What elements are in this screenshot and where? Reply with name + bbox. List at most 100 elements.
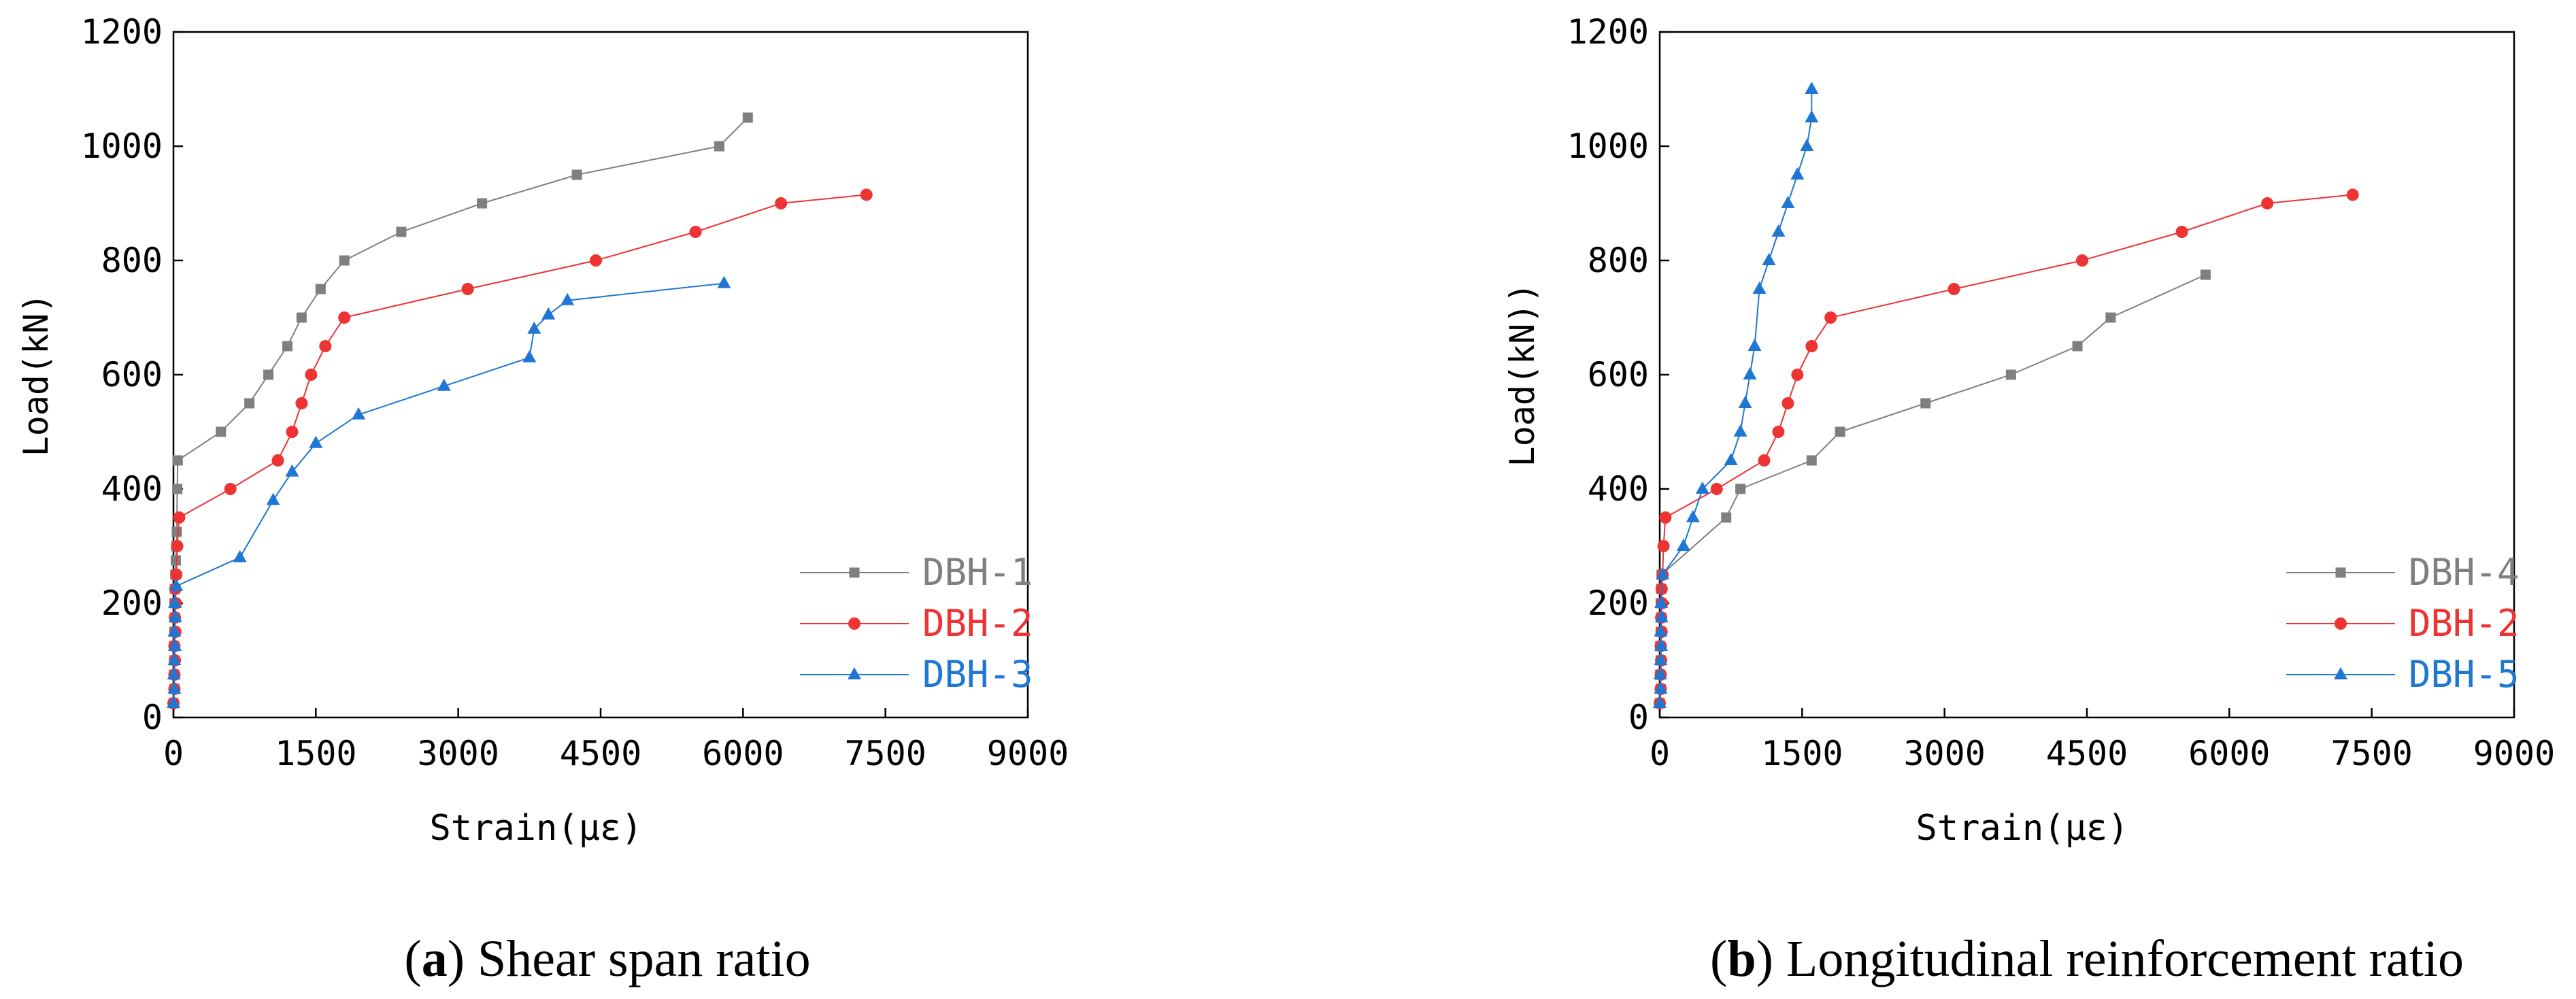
panel-a-series-dbh-1-point-16 [244, 398, 255, 409]
panel-a-series-dbh-1-point-23 [477, 198, 488, 209]
panel-b-series-dbh-2-point-19 [1947, 283, 1960, 295]
panel-b-legend-dbh-2-marker [2335, 617, 2347, 630]
panel-a-series-dbh-3-point-12 [309, 435, 323, 448]
panel-a-series-dbh-2-point-16 [305, 369, 318, 381]
panel-b-series-dbh-2-point-14 [1772, 426, 1785, 438]
panel-a-legend-dbh-3-label: DBH-3 [922, 653, 1033, 696]
panel-b-series-dbh-5-point-14 [1738, 396, 1752, 408]
panel-a-series-dbh-3-point-5 [167, 624, 182, 637]
panel-b-series-dbh-5-point-15 [1743, 367, 1757, 379]
panel-b-series-dbh-2-point-22 [2261, 197, 2274, 209]
panel-a-series-dbh-2-point-19 [461, 283, 474, 295]
panel-a: 0 1500 3000 4500 6000 7500 9000 0 200 400 600 800 10… [16, 12, 1069, 849]
panel-a-series-dbh-2-point-14 [286, 426, 299, 438]
panel-a-legend-dbh-2-label: DBH-2 [922, 602, 1033, 645]
panel-a-series-dbh-2-point-9 [170, 569, 183, 581]
panel-b-series-dbh-5-point-19 [1771, 224, 1786, 237]
panel-b-series-dbh-4-point-15 [2005, 369, 2016, 380]
panel-b-series-dbh-2-point-18 [1824, 311, 1837, 324]
panel-b-series-dbh-5-point-13 [1733, 424, 1747, 437]
panel-a-series-dbh-2-point-11 [173, 511, 186, 524]
panel-b-series-dbh-2-point-17 [1805, 340, 1818, 352]
panel-b-legend-dbh-4-marker [2335, 567, 2346, 578]
panel-b-x-tick-label-4: 6000 [2188, 734, 2270, 773]
panel-a-series-dbh-1-point-12 [171, 526, 182, 537]
panel-b-x-tick-label-0: 0 [1650, 734, 1670, 773]
panel-a-series-dbh-2-point-12 [224, 483, 237, 495]
panel-a-y-tick-label-2: 400 [101, 469, 163, 509]
panel-a-y-tick-label-6: 1200 [81, 12, 163, 52]
panel-b-series-dbh-2-point-10 [1657, 540, 1670, 552]
panel-a-series-dbh-2-point-10 [171, 540, 184, 552]
panel-a-series-dbh-3-point-18 [561, 292, 575, 305]
panel-a-series-dbh-2-point-20 [590, 254, 603, 267]
panel-b-series-dbh-5-point-6 [1654, 610, 1669, 622]
panel-a-series-dbh-1-point-26 [742, 112, 753, 123]
panel-b-series-dbh-5-point-11 [1695, 481, 1709, 494]
panel-b-plot-frame [1658, 31, 2515, 719]
panel-a-series-dbh-3-point-19 [717, 275, 731, 288]
panel-a-x-tick-label-0: 0 [163, 734, 184, 773]
panel-b-series-dbh-5-line [1659, 89, 1813, 704]
panel-b-legend-dbh-5-marker [2334, 667, 2347, 679]
panel-b-y-tick-label-5: 1000 [1567, 126, 1649, 166]
panel-a-series-dbh-3-point-6 [168, 610, 182, 622]
panel-b-legend-dbh-2-label: DBH-2 [2409, 602, 2520, 645]
panel-b-series-dbh-5-point-2 [1653, 667, 1667, 679]
panel-b-x-tick-label-1: 1500 [1761, 734, 1843, 773]
panel-a-series-dbh-2-point-18 [338, 311, 351, 324]
panel-b-series-dbh-2-point-20 [2076, 254, 2089, 267]
panel-a-x-axis-label: Strain(με) [429, 808, 642, 849]
panel-b-series-dbh-5-point-18 [1762, 253, 1776, 265]
panel-a-series-dbh-1-point-18 [282, 341, 292, 352]
panel-a-y-tick-label-4: 800 [101, 241, 163, 280]
panel-a-x-tick-label-2: 3000 [417, 734, 499, 773]
panel-b-x-tick-label-3: 4500 [2046, 734, 2128, 773]
panel-b-series-dbh-5-point-8 [1656, 567, 1670, 579]
panel-b-series-dbh-4-point-16 [2072, 341, 2083, 352]
panel-b-series-dbh-5-point-10 [1686, 510, 1700, 522]
panel-b-x-tick-label-2: 3000 [1903, 734, 1985, 773]
panel-b-series-dbh-5-point-21 [1790, 167, 1805, 180]
panel-a-series-dbh-2-point-22 [775, 197, 788, 209]
panel-a-y-tick-label-5: 1000 [81, 126, 163, 166]
panel-b-series-dbh-2-point-12 [1710, 483, 1723, 495]
panel-a-series-dbh-3-point-4 [168, 639, 182, 651]
panel-a-y-tick-label-0: 0 [142, 698, 163, 737]
panel-b-series-dbh-2-point-11 [1659, 511, 1672, 524]
panel-b-series-dbh-4-point-18 [2200, 269, 2211, 280]
panel-b-legend-dbh-5-label: DBH-5 [2409, 653, 2520, 696]
panel-b-series-dbh-5-point-1 [1654, 681, 1668, 694]
panel-b-series-dbh-4-point-12 [1806, 455, 1817, 466]
panel-a-series-dbh-1-point-10 [170, 555, 181, 566]
panel-a-series-dbh-1-line [173, 117, 749, 704]
panel-b-x-axis-label: Strain(με) [1916, 808, 2128, 849]
panel-a-legend-dbh-3-marker [848, 667, 861, 679]
panel-b-y-tick-label-3: 600 [1588, 355, 1649, 394]
panel-a-x-tick-label-6: 9000 [987, 734, 1069, 773]
panel-b-series-dbh-2-point-13 [1758, 454, 1771, 467]
panel-a-series-dbh-1-point-25 [714, 141, 724, 152]
caption-a-letter: a [422, 930, 448, 987]
caption-b-text: Longitudinal reinforcement ratio [1786, 930, 2464, 987]
panel-b-series-dbh-4-point-11 [1735, 484, 1746, 494]
panel-b-series-dbh-5-point-0 [1653, 696, 1667, 708]
panel-a-series-dbh-1-point-21 [339, 255, 350, 266]
panel-b-series-dbh-5-point-4 [1654, 639, 1669, 651]
panel-b-series-dbh-5-point-23 [1805, 110, 1819, 122]
panel-a-x-tick-label-1: 1500 [275, 734, 356, 773]
panel-a-series-dbh-2-point-17 [319, 340, 332, 352]
panel-b-series-dbh-4-point-14 [1920, 398, 1931, 409]
panel-b-x-tick-label-6: 9000 [2473, 734, 2555, 773]
panel-a-series-dbh-2-point-13 [271, 454, 284, 467]
panel-a-series-dbh-3-point-9 [233, 549, 247, 562]
panel-b-y-tick-label-0: 0 [1628, 698, 1649, 737]
panel-a-series-dbh-3-point-1 [167, 681, 182, 694]
panel-b-series-dbh-2-line [1659, 194, 2353, 704]
panel-a-series-dbh-2-point-21 [689, 226, 702, 238]
panel-a-series-dbh-3-point-8 [169, 578, 184, 591]
panel-a-series-dbh-1-point-15 [216, 426, 227, 437]
panel-b-x-tick-label-5: 7500 [2330, 734, 2412, 773]
caption-b: (b) Longitudinal reinforcement ratio [1710, 930, 2464, 987]
panel-a-series-dbh-3-point-7 [168, 596, 182, 608]
